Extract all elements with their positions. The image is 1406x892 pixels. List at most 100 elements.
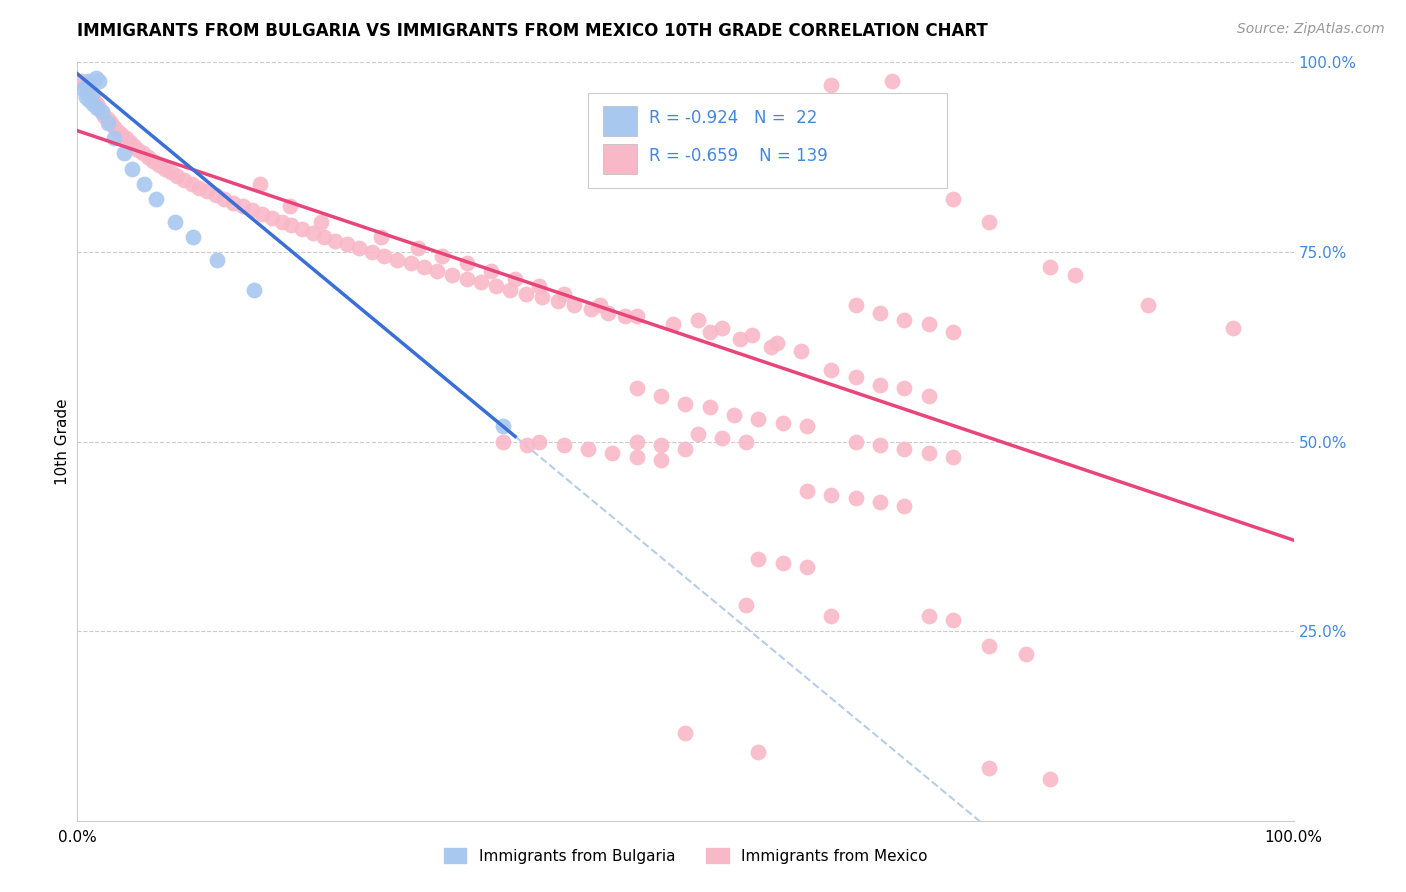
Point <box>430 249 453 263</box>
Point <box>820 362 842 376</box>
Point <box>893 382 915 396</box>
Point <box>456 271 478 285</box>
Text: Source: ZipAtlas.com: Source: ZipAtlas.com <box>1237 22 1385 37</box>
Point <box>153 161 176 176</box>
Point <box>160 165 183 179</box>
Point <box>222 195 245 210</box>
Point <box>845 491 868 506</box>
Point <box>626 310 648 324</box>
Point <box>197 184 219 198</box>
Point <box>1222 320 1244 334</box>
Point <box>115 131 138 145</box>
Point <box>205 188 228 202</box>
Point <box>820 608 842 623</box>
Point <box>76 78 98 92</box>
Point <box>503 271 526 285</box>
Point <box>759 340 782 354</box>
Point <box>747 412 769 426</box>
Point <box>942 450 965 464</box>
Point <box>127 143 149 157</box>
Point <box>413 260 436 275</box>
Point <box>148 158 170 172</box>
Point <box>181 229 204 244</box>
Point <box>103 120 125 134</box>
Point <box>399 256 422 270</box>
Point <box>650 438 672 452</box>
Point <box>1039 260 1062 275</box>
Point <box>942 613 965 627</box>
Point <box>136 150 159 164</box>
Point <box>373 249 395 263</box>
Point <box>675 442 697 457</box>
Point <box>710 431 733 445</box>
Point <box>820 78 842 92</box>
Point <box>1136 298 1159 312</box>
Point <box>73 78 96 92</box>
Point <box>869 377 891 392</box>
Point <box>747 746 769 760</box>
Point <box>70 74 93 88</box>
Point <box>728 332 751 346</box>
Point <box>735 598 758 612</box>
Point <box>280 219 302 233</box>
Point <box>118 135 141 149</box>
Point <box>699 401 721 415</box>
Point <box>576 442 599 457</box>
Point <box>869 305 891 319</box>
Point <box>820 153 842 168</box>
Point <box>100 116 122 130</box>
Point <box>485 279 508 293</box>
Point <box>79 94 101 108</box>
Point <box>626 450 648 464</box>
Legend: Immigrants from Bulgaria, Immigrants from Mexico: Immigrants from Bulgaria, Immigrants fro… <box>437 842 934 870</box>
Point <box>249 177 271 191</box>
Point <box>979 760 1001 774</box>
Point <box>93 108 115 122</box>
Point <box>82 97 104 112</box>
Point <box>893 442 915 457</box>
Point <box>530 291 553 305</box>
Point <box>893 499 915 513</box>
Point <box>80 89 103 103</box>
Point <box>103 131 125 145</box>
Point <box>529 279 551 293</box>
Text: R = -0.659    N = 139: R = -0.659 N = 139 <box>650 146 828 165</box>
Point <box>370 229 392 244</box>
Point <box>173 173 195 187</box>
Point <box>360 244 382 259</box>
Point <box>89 74 111 88</box>
Point <box>385 252 408 267</box>
Point <box>626 382 648 396</box>
Point <box>132 146 155 161</box>
Point <box>979 214 1001 228</box>
Point <box>291 222 314 236</box>
Point <box>242 283 264 297</box>
Point <box>602 446 624 460</box>
Point <box>188 180 211 194</box>
Point <box>456 256 478 270</box>
Point <box>772 146 794 161</box>
FancyBboxPatch shape <box>588 93 946 187</box>
Point <box>893 313 915 327</box>
Point <box>662 317 685 331</box>
Point <box>89 101 111 115</box>
Point <box>75 89 97 103</box>
Point <box>90 104 112 119</box>
Point <box>942 192 965 206</box>
Point <box>86 97 108 112</box>
Point <box>314 229 336 244</box>
Point <box>918 317 941 331</box>
Point <box>613 310 636 324</box>
Point <box>134 177 156 191</box>
Point <box>979 639 1001 653</box>
Point <box>250 207 273 221</box>
Point <box>596 305 619 319</box>
Point <box>1039 772 1062 786</box>
Point <box>72 82 94 96</box>
Point <box>79 86 101 100</box>
Text: IMMIGRANTS FROM BULGARIA VS IMMIGRANTS FROM MEXICO 10TH GRADE CORRELATION CHART: IMMIGRANTS FROM BULGARIA VS IMMIGRANTS F… <box>77 22 988 40</box>
Point <box>163 214 186 228</box>
Point <box>242 203 264 218</box>
Point <box>1063 268 1085 282</box>
Point <box>942 325 965 339</box>
